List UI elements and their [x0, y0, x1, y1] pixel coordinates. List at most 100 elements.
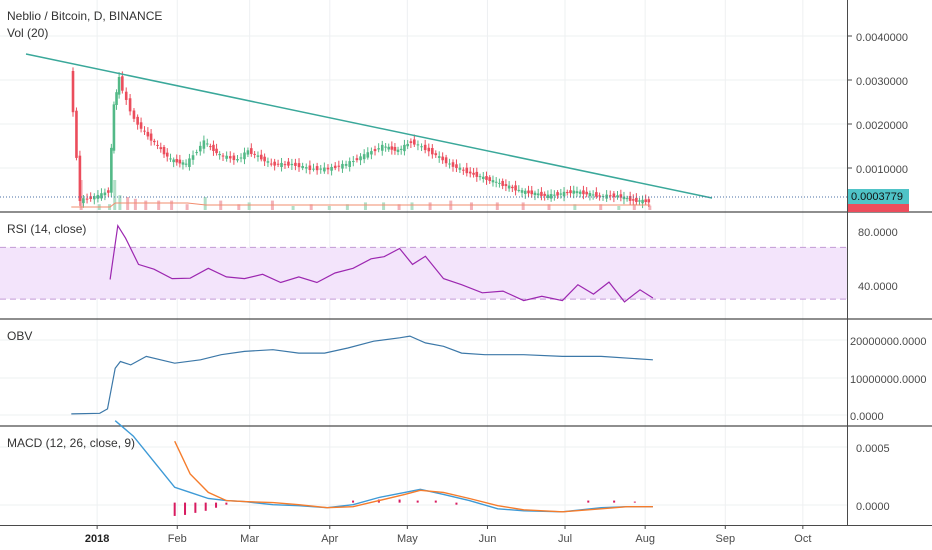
candle-body: [82, 198, 85, 204]
candle-body: [330, 166, 333, 171]
grid: [0, 0, 932, 526]
candle-body: [290, 163, 294, 166]
candle-body: [341, 163, 344, 169]
volume-ma-line: [71, 202, 651, 208]
candle-body: [85, 198, 89, 200]
candle-body: [423, 144, 427, 151]
macd-histogram-bar: [194, 502, 197, 513]
candle-body: [641, 199, 644, 204]
volume-bar: [469, 202, 473, 210]
volume-bar: [632, 204, 636, 210]
x-tick-label: Apr: [321, 533, 338, 545]
x-tick-label: Feb: [168, 533, 187, 545]
candle-body: [399, 148, 403, 150]
volume-bar: [144, 200, 148, 210]
candle-body: [78, 155, 82, 202]
candle-body: [139, 122, 143, 129]
x-tick-label: Jul: [558, 533, 572, 545]
obv-tick-20m: 20000000.0000: [850, 336, 926, 348]
candle-body: [494, 181, 498, 183]
candle-body: [96, 194, 100, 199]
candle-body: [115, 92, 118, 105]
volume-bar: [291, 206, 295, 210]
macd-histogram-bar: [434, 500, 437, 503]
candle-body: [514, 185, 517, 191]
candle-body: [143, 130, 146, 132]
candle-body: [572, 190, 576, 194]
price-tick-4: 0.0010000: [856, 164, 908, 176]
candle-body: [591, 194, 595, 196]
candle-body: [326, 167, 330, 170]
candle-body: [221, 155, 225, 157]
candle-body: [209, 146, 212, 148]
candle-body: [575, 191, 579, 194]
candle-body: [631, 199, 635, 201]
volume-bar: [203, 197, 207, 210]
candle-body: [491, 180, 495, 183]
macd-line: [114, 420, 653, 513]
candle-body: [287, 161, 290, 166]
price-pane[interactable]: [0, 53, 847, 210]
candle-body: [250, 148, 253, 154]
candle-body: [181, 162, 185, 165]
candle-body: [308, 165, 312, 171]
candle-body: [191, 155, 195, 160]
price-tick-2: 0.0030000: [856, 76, 908, 88]
candle-body: [546, 194, 550, 199]
x-tick-label: Sep: [716, 533, 736, 545]
candle-body: [112, 104, 116, 151]
volume-bar: [573, 204, 577, 210]
candle-body: [128, 98, 132, 112]
volume-bar: [327, 206, 331, 210]
x-tick-label: Aug: [635, 533, 655, 545]
candle-body: [427, 147, 431, 152]
rsi-pane[interactable]: [0, 223, 847, 303]
candle-body: [588, 193, 592, 197]
candle-body: [406, 143, 409, 147]
macd-histogram-bar: [416, 500, 419, 503]
x-tick-label: Oct: [794, 533, 811, 545]
volume-bar: [345, 204, 349, 210]
volume-label: Vol (20): [7, 26, 48, 40]
candle-body: [156, 144, 159, 146]
candle-body: [146, 131, 150, 137]
candle-body: [263, 156, 266, 162]
candle-body: [266, 161, 270, 163]
candle-body: [344, 163, 348, 166]
candle-body: [549, 194, 553, 199]
candle-body: [92, 196, 96, 200]
volume-bar: [397, 204, 401, 210]
candle-body: [103, 192, 107, 196]
candle-body: [393, 146, 397, 151]
candle-body: [301, 166, 304, 169]
candle-body: [498, 182, 501, 184]
candle-body: [431, 148, 434, 155]
candle-body: [359, 156, 362, 161]
candle-body: [355, 158, 359, 161]
macd-histogram-bar: [225, 502, 228, 505]
candle-body: [159, 147, 163, 150]
candle-body: [184, 163, 188, 165]
macd-pane[interactable]: [114, 420, 653, 516]
macd-histogram-bar: [587, 500, 590, 503]
candle-body: [390, 146, 394, 150]
volume-bar: [617, 206, 621, 210]
candle-body: [520, 190, 524, 193]
candle-body: [198, 145, 202, 152]
macd-tick-0: 0.0000: [856, 501, 890, 513]
volume-bar: [247, 202, 251, 210]
candle-body: [205, 143, 209, 145]
candle-body: [441, 156, 444, 161]
volume-bar: [133, 198, 137, 210]
obv-pane[interactable]: [71, 335, 653, 415]
macd-histogram-bar: [613, 500, 616, 503]
volume-bar: [185, 204, 189, 210]
macd-histogram-bar: [455, 502, 458, 505]
candle-body: [253, 153, 256, 155]
x-tick-label: May: [397, 533, 418, 545]
candle-body: [451, 162, 455, 167]
candle-body: [413, 139, 416, 145]
candle-body: [218, 153, 221, 156]
candles: [71, 67, 651, 209]
